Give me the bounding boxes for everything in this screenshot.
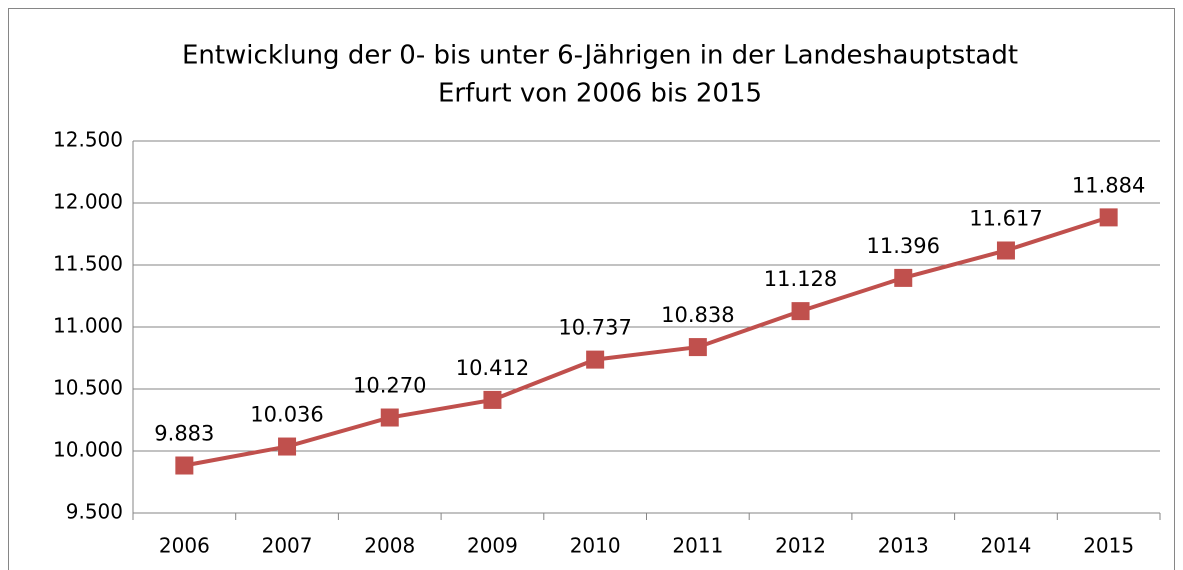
y-tick-label: 11.500 (53, 252, 123, 276)
marker (278, 437, 297, 456)
x-tick-label: 2011 (672, 534, 723, 558)
chart-title: Entwicklung der 0- bis unter 6-Jährigen … (182, 41, 1018, 71)
marker (791, 302, 810, 321)
marker (996, 241, 1015, 260)
y-tick-label: 10.500 (53, 376, 123, 400)
y-tick-label: 10.000 (53, 438, 123, 462)
marker (688, 338, 707, 357)
chart-border (8, 8, 1175, 570)
x-tick-label: 2009 (467, 534, 518, 558)
data-label: 10.412 (456, 356, 529, 380)
data-label: 9.883 (154, 422, 214, 446)
x-tick-label: 2015 (1083, 534, 1134, 558)
marker (894, 268, 913, 287)
data-label: 10.737 (558, 316, 631, 340)
data-label: 11.128 (764, 267, 837, 291)
data-label: 10.036 (250, 403, 323, 427)
marker (586, 350, 605, 369)
data-line (183, 215, 1110, 468)
data-label: 11.396 (867, 234, 940, 258)
marker (380, 408, 399, 427)
x-tick-label: 2006 (159, 534, 210, 558)
data-label: 11.884 (1072, 173, 1145, 197)
x-tick-label: 2013 (878, 534, 929, 558)
x-tick-label: 2012 (775, 534, 826, 558)
x-tick-label: 2010 (570, 534, 621, 558)
y-tick-label: 12.000 (53, 190, 123, 214)
data-label: 11.617 (969, 206, 1042, 230)
x-tick-label: 2008 (364, 534, 415, 558)
y-tick-label: 11.000 (53, 314, 123, 338)
data-label: 10.838 (661, 303, 734, 327)
x-tick-label: 2014 (980, 534, 1031, 558)
marker (483, 390, 502, 409)
chart-title: Erfurt von 2006 bis 2015 (438, 79, 762, 109)
data-label: 10.270 (353, 374, 426, 398)
marker (175, 456, 194, 475)
x-tick-label: 2007 (262, 534, 313, 558)
y-tick-label: 12.500 (53, 128, 123, 152)
y-tick-label: 9.500 (66, 500, 123, 524)
marker (1099, 208, 1118, 227)
